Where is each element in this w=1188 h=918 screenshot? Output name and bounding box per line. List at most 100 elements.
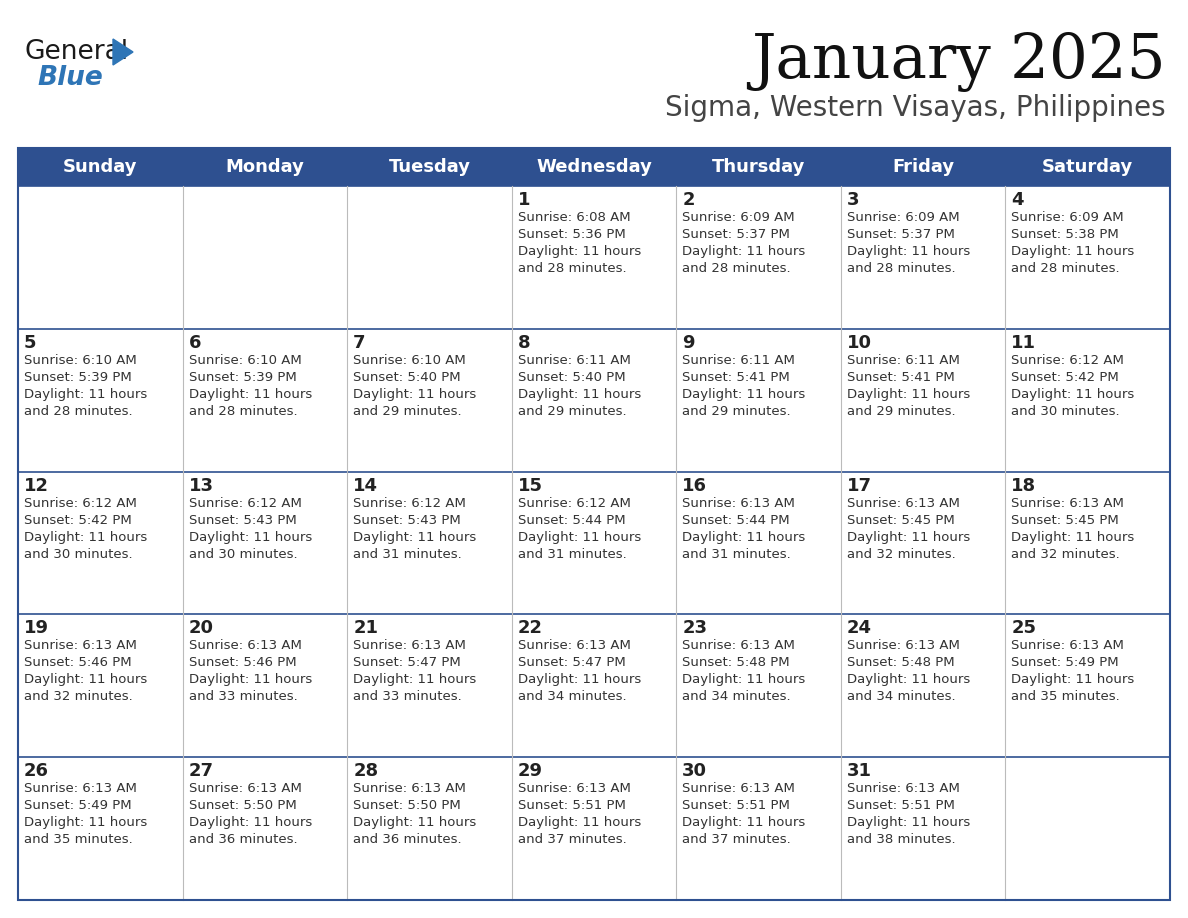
Bar [1005,472,1170,614]
Bar [676,186,841,329]
Text: Sunrise: 6:10 AM
Sunset: 5:39 PM
Daylight: 11 hours
and 28 minutes.: Sunrise: 6:10 AM Sunset: 5:39 PM Dayligh… [24,353,147,418]
Text: 17: 17 [847,476,872,495]
Text: Sunrise: 6:13 AM
Sunset: 5:48 PM
Daylight: 11 hours
and 34 minutes.: Sunrise: 6:13 AM Sunset: 5:48 PM Dayligh… [682,640,805,703]
Polygon shape [113,39,133,65]
Text: Sunrise: 6:11 AM
Sunset: 5:41 PM
Daylight: 11 hours
and 29 minutes.: Sunrise: 6:11 AM Sunset: 5:41 PM Dayligh… [682,353,805,418]
Text: 7: 7 [353,334,366,352]
Text: 4: 4 [1011,191,1024,209]
Text: General: General [25,39,129,65]
Text: Sunrise: 6:13 AM
Sunset: 5:45 PM
Daylight: 11 hours
and 32 minutes.: Sunrise: 6:13 AM Sunset: 5:45 PM Dayligh… [1011,497,1135,561]
Bar [347,472,512,614]
Text: Blue: Blue [37,65,102,91]
Text: Sunrise: 6:10 AM
Sunset: 5:39 PM
Daylight: 11 hours
and 28 minutes.: Sunrise: 6:10 AM Sunset: 5:39 PM Dayligh… [189,353,311,418]
Text: Sunrise: 6:12 AM
Sunset: 5:43 PM
Daylight: 11 hours
and 31 minutes.: Sunrise: 6:12 AM Sunset: 5:43 PM Dayligh… [353,497,476,561]
Bar [183,329,347,472]
Bar [676,757,841,900]
Text: Sunrise: 6:13 AM
Sunset: 5:51 PM
Daylight: 11 hours
and 37 minutes.: Sunrise: 6:13 AM Sunset: 5:51 PM Dayligh… [682,782,805,846]
Text: Sunrise: 6:08 AM
Sunset: 5:36 PM
Daylight: 11 hours
and 28 minutes.: Sunrise: 6:08 AM Sunset: 5:36 PM Dayligh… [518,211,642,275]
Bar [1005,186,1170,329]
Text: Sunrise: 6:13 AM
Sunset: 5:50 PM
Daylight: 11 hours
and 36 minutes.: Sunrise: 6:13 AM Sunset: 5:50 PM Dayligh… [353,782,476,846]
Text: 2: 2 [682,191,695,209]
Bar [512,757,676,900]
Text: 18: 18 [1011,476,1037,495]
Text: 27: 27 [189,762,214,780]
Text: Sunrise: 6:13 AM
Sunset: 5:49 PM
Daylight: 11 hours
and 35 minutes.: Sunrise: 6:13 AM Sunset: 5:49 PM Dayligh… [1011,640,1135,703]
Text: Sunrise: 6:09 AM
Sunset: 5:37 PM
Daylight: 11 hours
and 28 minutes.: Sunrise: 6:09 AM Sunset: 5:37 PM Dayligh… [847,211,971,275]
Bar [841,472,1005,614]
Text: Sunday: Sunday [63,158,138,176]
Text: 3: 3 [847,191,859,209]
Text: 22: 22 [518,620,543,637]
Bar [512,186,676,329]
Bar [841,614,1005,757]
Bar [347,757,512,900]
Bar [347,186,512,329]
Text: Thursday: Thursday [712,158,805,176]
Bar [18,329,183,472]
Bar [183,614,347,757]
Text: Sunrise: 6:11 AM
Sunset: 5:41 PM
Daylight: 11 hours
and 29 minutes.: Sunrise: 6:11 AM Sunset: 5:41 PM Dayligh… [847,353,971,418]
Bar [183,757,347,900]
Text: Sigma, Western Visayas, Philippines: Sigma, Western Visayas, Philippines [665,94,1165,122]
Text: 30: 30 [682,762,707,780]
Bar [512,329,676,472]
Text: Sunrise: 6:11 AM
Sunset: 5:40 PM
Daylight: 11 hours
and 29 minutes.: Sunrise: 6:11 AM Sunset: 5:40 PM Dayligh… [518,353,642,418]
Text: Sunrise: 6:13 AM
Sunset: 5:47 PM
Daylight: 11 hours
and 34 minutes.: Sunrise: 6:13 AM Sunset: 5:47 PM Dayligh… [518,640,642,703]
Text: Sunrise: 6:13 AM
Sunset: 5:47 PM
Daylight: 11 hours
and 33 minutes.: Sunrise: 6:13 AM Sunset: 5:47 PM Dayligh… [353,640,476,703]
Text: 29: 29 [518,762,543,780]
Text: 13: 13 [189,476,214,495]
Text: 6: 6 [189,334,201,352]
Text: Sunrise: 6:10 AM
Sunset: 5:40 PM
Daylight: 11 hours
and 29 minutes.: Sunrise: 6:10 AM Sunset: 5:40 PM Dayligh… [353,353,476,418]
Bar [1005,614,1170,757]
Bar [183,472,347,614]
Text: 31: 31 [847,762,872,780]
Text: 10: 10 [847,334,872,352]
Text: 26: 26 [24,762,49,780]
Text: Sunrise: 6:09 AM
Sunset: 5:37 PM
Daylight: 11 hours
and 28 minutes.: Sunrise: 6:09 AM Sunset: 5:37 PM Dayligh… [682,211,805,275]
Text: Sunrise: 6:12 AM
Sunset: 5:44 PM
Daylight: 11 hours
and 31 minutes.: Sunrise: 6:12 AM Sunset: 5:44 PM Dayligh… [518,497,642,561]
Text: Sunrise: 6:12 AM
Sunset: 5:42 PM
Daylight: 11 hours
and 30 minutes.: Sunrise: 6:12 AM Sunset: 5:42 PM Dayligh… [24,497,147,561]
Text: Sunrise: 6:13 AM
Sunset: 5:48 PM
Daylight: 11 hours
and 34 minutes.: Sunrise: 6:13 AM Sunset: 5:48 PM Dayligh… [847,640,971,703]
Text: 14: 14 [353,476,378,495]
Bar [347,614,512,757]
Text: 11: 11 [1011,334,1036,352]
Text: January 2025: January 2025 [751,32,1165,92]
Bar [512,614,676,757]
Text: 24: 24 [847,620,872,637]
Text: 1: 1 [518,191,530,209]
Text: 28: 28 [353,762,378,780]
Text: Sunrise: 6:13 AM
Sunset: 5:46 PM
Daylight: 11 hours
and 32 minutes.: Sunrise: 6:13 AM Sunset: 5:46 PM Dayligh… [24,640,147,703]
Text: Saturday: Saturday [1042,158,1133,176]
Text: Sunrise: 6:13 AM
Sunset: 5:45 PM
Daylight: 11 hours
and 32 minutes.: Sunrise: 6:13 AM Sunset: 5:45 PM Dayligh… [847,497,971,561]
Text: 5: 5 [24,334,37,352]
Text: 16: 16 [682,476,707,495]
Bar [676,614,841,757]
Bar [676,472,841,614]
Text: 19: 19 [24,620,49,637]
Bar [18,614,183,757]
Text: Sunrise: 6:13 AM
Sunset: 5:51 PM
Daylight: 11 hours
and 38 minutes.: Sunrise: 6:13 AM Sunset: 5:51 PM Dayligh… [847,782,971,846]
Bar [841,186,1005,329]
Bar [1005,329,1170,472]
Bar [18,186,183,329]
Text: Monday: Monday [226,158,304,176]
Text: 15: 15 [518,476,543,495]
Text: Sunrise: 6:13 AM
Sunset: 5:51 PM
Daylight: 11 hours
and 37 minutes.: Sunrise: 6:13 AM Sunset: 5:51 PM Dayligh… [518,782,642,846]
Text: 9: 9 [682,334,695,352]
Bar [18,757,183,900]
Text: 12: 12 [24,476,49,495]
Bar [347,329,512,472]
Text: 20: 20 [189,620,214,637]
Text: 21: 21 [353,620,378,637]
Bar [18,148,1170,186]
Bar [18,148,1170,900]
Bar [676,329,841,472]
Text: Tuesday: Tuesday [388,158,470,176]
Text: 25: 25 [1011,620,1036,637]
Bar [841,757,1005,900]
Text: Wednesday: Wednesday [536,158,652,176]
Text: Friday: Friday [892,158,954,176]
Bar [512,472,676,614]
Text: Sunrise: 6:13 AM
Sunset: 5:49 PM
Daylight: 11 hours
and 35 minutes.: Sunrise: 6:13 AM Sunset: 5:49 PM Dayligh… [24,782,147,846]
Text: Sunrise: 6:13 AM
Sunset: 5:50 PM
Daylight: 11 hours
and 36 minutes.: Sunrise: 6:13 AM Sunset: 5:50 PM Dayligh… [189,782,311,846]
